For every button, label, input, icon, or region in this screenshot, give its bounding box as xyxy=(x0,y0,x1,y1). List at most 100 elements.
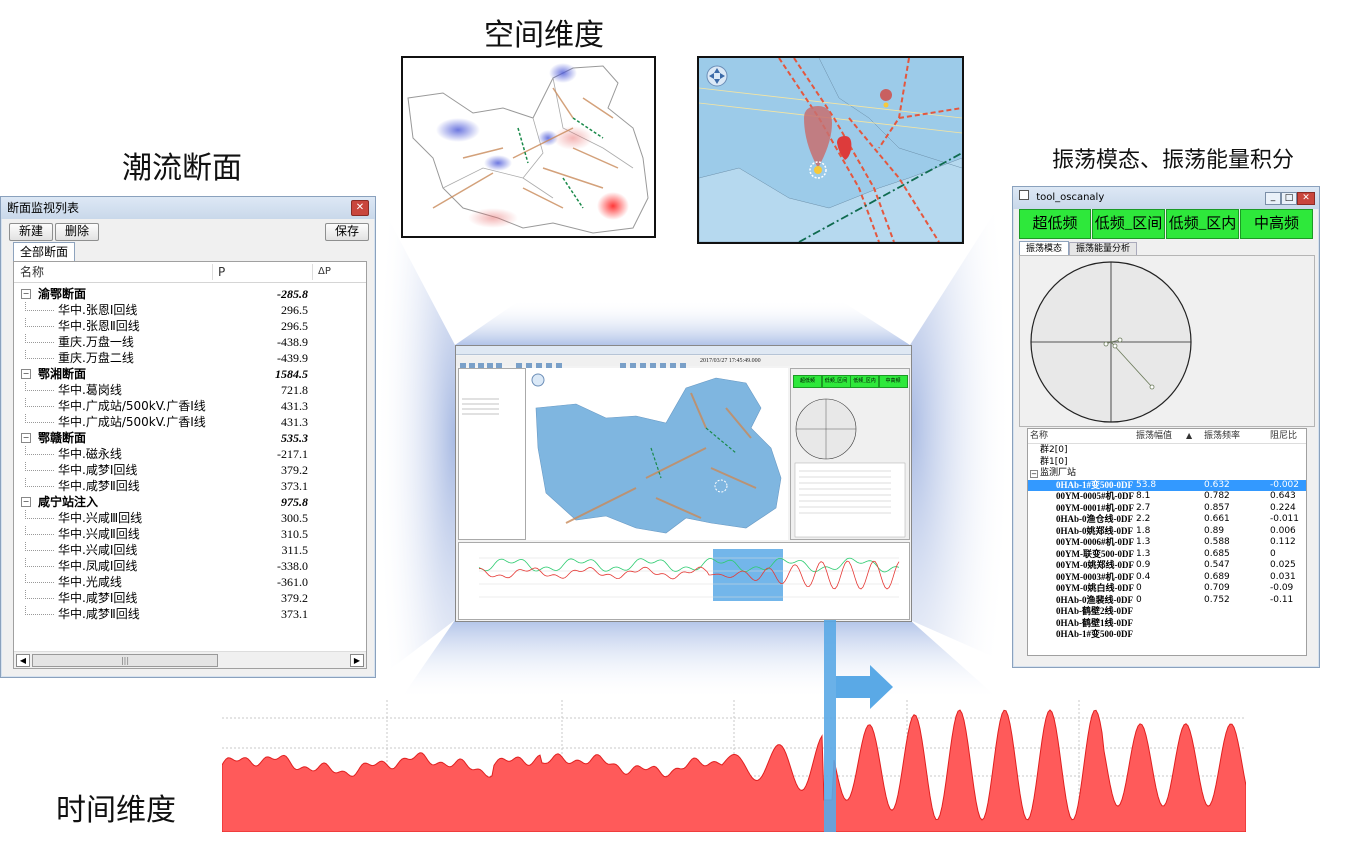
mode-row-name: 群2[0] xyxy=(1040,445,1068,455)
mode-table-rows: 群2[0] 群1[0] − 监测厂站 0HAb-1#变500-0DF 53.8 0.632-… xyxy=(1028,445,1306,655)
row-p-value: 296.5 xyxy=(281,319,308,333)
col-name[interactable]: 名称 xyxy=(20,265,45,279)
mode-table-row[interactable]: 00YM-0姚白线-0DF 0 0.709 -0.09 xyxy=(1028,583,1306,595)
mode-vectors xyxy=(1103,337,1155,390)
section-line-row[interactable]: 华中.磁永线 -217.1 xyxy=(14,446,366,462)
col-dp[interactable]: ΔP xyxy=(318,266,331,277)
delete-button[interactable]: 删除 xyxy=(55,223,99,241)
mode-table-row[interactable]: 0HAb-0渔裴线-0DF 0 0.752 -0.11 xyxy=(1028,595,1306,607)
app-icon xyxy=(1019,190,1029,200)
mode-table-row[interactable]: 群1[0] xyxy=(1028,457,1306,469)
mode-table-row[interactable]: 0HAb-鹤壁2线-0DF xyxy=(1028,606,1306,618)
section-line-row[interactable]: 重庆.万盘一线 -438.9 xyxy=(14,334,366,350)
close-icon[interactable]: ✕ xyxy=(1297,192,1315,205)
new-button[interactable]: 新建 xyxy=(9,223,53,241)
maximize-icon[interactable]: □ xyxy=(1281,192,1297,205)
sort-asc-icon[interactable]: ▲ xyxy=(1186,431,1193,440)
save-button[interactable]: 保存 xyxy=(325,223,369,241)
mode-table-row[interactable]: 0HAb-1#变500-0DF xyxy=(1028,629,1306,641)
section-line-row[interactable]: 华中.葛岗线 721.8 xyxy=(14,382,366,398)
map-nav-control[interactable] xyxy=(706,65,728,87)
tab-all-sections[interactable]: 全部断面 xyxy=(13,242,76,261)
section-line-row[interactable]: 华中.张恩Ⅱ回线 296.5 xyxy=(14,318,366,334)
mini-waveform-svg xyxy=(478,549,900,601)
section-line-row[interactable]: 华中.广成站/500kV.广香Ⅰ线 431.3 xyxy=(14,414,366,430)
ultra-low-freq-button[interactable]: 超低频 xyxy=(1019,209,1091,239)
section-group-row[interactable]: − 渝鄂断面 -285.8 xyxy=(14,286,366,302)
section-line-row[interactable]: 华中.咸梦Ⅰ回线 379.2 xyxy=(14,462,366,478)
section-group-row[interactable]: − 鄂湘断面 1584.5 xyxy=(14,366,366,382)
col-amplitude[interactable]: 振荡幅值 xyxy=(1136,431,1173,441)
mini-freq-button[interactable]: 超低频 xyxy=(793,375,822,388)
section-group-row[interactable]: − 鄂赣断面 535.3 xyxy=(14,430,366,446)
section-list-header: 名称 P ΔP xyxy=(14,262,366,283)
collapse-icon[interactable]: − xyxy=(21,497,31,507)
section-line-row[interactable]: 华中.张恩Ⅰ回线 296.5 xyxy=(14,302,366,318)
section-line-row[interactable]: 华中.兴咸Ⅲ回线 300.5 xyxy=(14,510,366,526)
oscillation-signal-area xyxy=(222,709,1246,832)
mini-freq-button[interactable]: 中高频 xyxy=(878,375,908,388)
mini-waveform-panel xyxy=(458,542,910,620)
minimize-icon[interactable]: _ xyxy=(1265,192,1281,205)
section-group-row[interactable]: − 咸宁站注入 975.8 xyxy=(14,494,366,510)
scroll-thumb[interactable]: ||| xyxy=(32,654,218,667)
mode-row-name: 0HAb-0姚郑线-0DF xyxy=(1056,525,1133,536)
low-freq-inter-area-button[interactable]: 低频_区间 xyxy=(1092,209,1165,239)
section-line-row[interactable]: 华中.凤咸Ⅰ回线 -338.0 xyxy=(14,558,366,574)
tab-oscillation-mode[interactable]: 振荡模态 xyxy=(1019,241,1070,256)
mode-table-row[interactable]: 00YM-0006#机-0DF 1.3 0.588 0.112 xyxy=(1028,537,1306,549)
mode-table-row[interactable]: 00YM-0001#机-0DF 2.7 0.857 0.224 xyxy=(1028,503,1306,515)
mini-map-nav-icon[interactable] xyxy=(531,373,545,387)
mode-table-row[interactable]: 00YM-联变500-0DF 1.3 0.685 0 xyxy=(1028,549,1306,561)
section-line-row[interactable]: 华中.咸梦Ⅱ回线 373.1 xyxy=(14,478,366,494)
mode-table-row[interactable]: 0HAb-1#变500-0DF 53.8 0.632 -0.002 xyxy=(1028,479,1306,491)
mode-row-damp: -0.011 xyxy=(1270,514,1300,524)
mode-table-row[interactable]: 0HAb-0姚郑线-0DF 1.8 0.89 0.006 xyxy=(1028,526,1306,538)
low-freq-intra-area-button[interactable]: 低频_区内 xyxy=(1166,209,1239,239)
section-line-row[interactable]: 重庆.万盘二线 -439.9 xyxy=(14,350,366,366)
scroll-right-icon[interactable]: ▶ xyxy=(350,654,364,667)
collapse-icon[interactable]: − xyxy=(1030,470,1038,478)
row-p-value: -439.9 xyxy=(277,351,308,365)
section-line-row[interactable]: 华中.兴咸Ⅰ回线 311.5 xyxy=(14,542,366,558)
mode-row-amp: 2.2 xyxy=(1136,514,1151,524)
mode-table-row[interactable]: 00YM-0姚郑线-0DF 0.9 0.547 0.025 xyxy=(1028,560,1306,572)
row-p-value: 296.5 xyxy=(281,303,308,317)
row-p-value: -217.1 xyxy=(277,447,308,461)
section-line-row[interactable]: 华中.咸梦Ⅰ回线 379.2 xyxy=(14,590,366,606)
mid-high-freq-button[interactable]: 中高频 xyxy=(1240,209,1313,239)
scroll-left-icon[interactable]: ◀ xyxy=(16,654,30,667)
mode-table-row[interactable]: 0HAb-鹤壁1线-0DF xyxy=(1028,618,1306,630)
main-app-timestamp: 2017/03/27 17:45:49.000 xyxy=(700,358,761,364)
section-line-row[interactable]: 华中.广成站/500kV.广香Ⅰ线 431.3 xyxy=(14,398,366,414)
time-cursor-indicator[interactable] xyxy=(815,620,905,835)
mode-table-row[interactable]: 0HAb-0渔仓线-0DF 2.2 0.661 -0.011 xyxy=(1028,514,1306,526)
mode-row-name: 00YM-0姚白线-0DF xyxy=(1056,583,1134,593)
row-p-value: 311.5 xyxy=(281,543,308,557)
col-frequency[interactable]: 振荡频率 xyxy=(1204,431,1241,441)
tab-oscillation-energy[interactable]: 振荡能量分析 xyxy=(1069,242,1138,256)
mode-table-row[interactable]: − 监测厂站 xyxy=(1028,468,1306,480)
time-dimension-title: 时间维度 xyxy=(56,793,176,828)
collapse-icon[interactable]: − xyxy=(21,289,31,299)
mode-table-row[interactable]: 群2[0] xyxy=(1028,445,1306,457)
section-line-row[interactable]: 华中.兴咸Ⅱ回线 310.5 xyxy=(14,526,366,542)
collapse-icon[interactable]: − xyxy=(21,433,31,443)
close-icon[interactable]: ✕ xyxy=(351,200,369,216)
section-line-row[interactable]: 华中.咸梦Ⅱ回线 373.1 xyxy=(14,606,366,622)
mode-table-row[interactable]: 00YM-0005#机-0DF 8.1 0.782 0.643 xyxy=(1028,491,1306,503)
col-damping[interactable]: 阻尼比 xyxy=(1270,431,1298,441)
main-app-screenshot: 2017/03/27 17:45:49.000 超低频 低频_区间 低频_区内 中高频 xyxy=(455,345,912,622)
col-name[interactable]: 名称 xyxy=(1030,431,1049,441)
mode-row-amp: 8.1 xyxy=(1136,491,1151,501)
section-line-row[interactable]: 华中.光咸线 -361.0 xyxy=(14,574,366,590)
mode-table-row[interactable]: 00YM-0003#机-0DF 0.4 0.689 0.031 xyxy=(1028,572,1306,584)
col-p[interactable]: P xyxy=(218,265,226,279)
mode-row-name: 监测厂站 xyxy=(1040,468,1077,478)
row-name: 华中.咸梦Ⅰ回线 xyxy=(58,463,138,477)
mode-row-freq: 0.752 xyxy=(1204,594,1230,605)
horizontal-scrollbar[interactable]: ◀ ||| ▶ xyxy=(14,651,366,668)
mode-row-amp: 0.4 xyxy=(1136,571,1151,582)
collapse-icon[interactable]: − xyxy=(21,369,31,379)
